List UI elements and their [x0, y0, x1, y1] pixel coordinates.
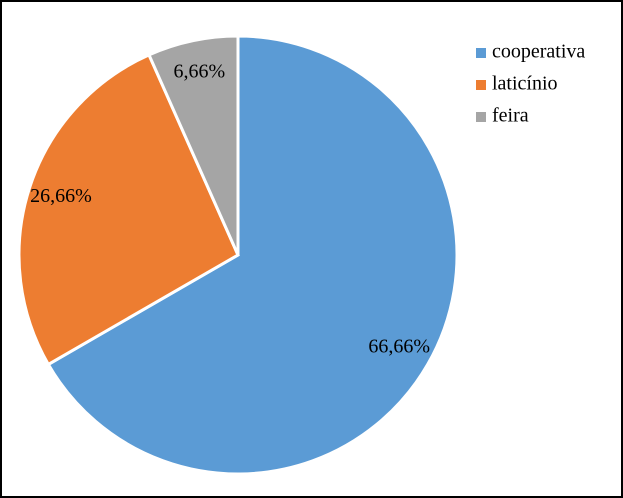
legend-label: feira: [492, 105, 529, 127]
pie-slice: [147, 34, 240, 256]
legend-swatch: [476, 80, 486, 90]
legend-label: laticínio: [492, 73, 558, 95]
data-label: 66,66%: [368, 336, 430, 358]
legend-swatch: [476, 112, 486, 122]
legend-swatch: [476, 48, 486, 58]
data-label: 26,66%: [30, 185, 92, 207]
pie-slice: [46, 34, 459, 476]
data-label: 6,66%: [173, 61, 225, 83]
legend-label: cooperativa: [492, 41, 585, 63]
